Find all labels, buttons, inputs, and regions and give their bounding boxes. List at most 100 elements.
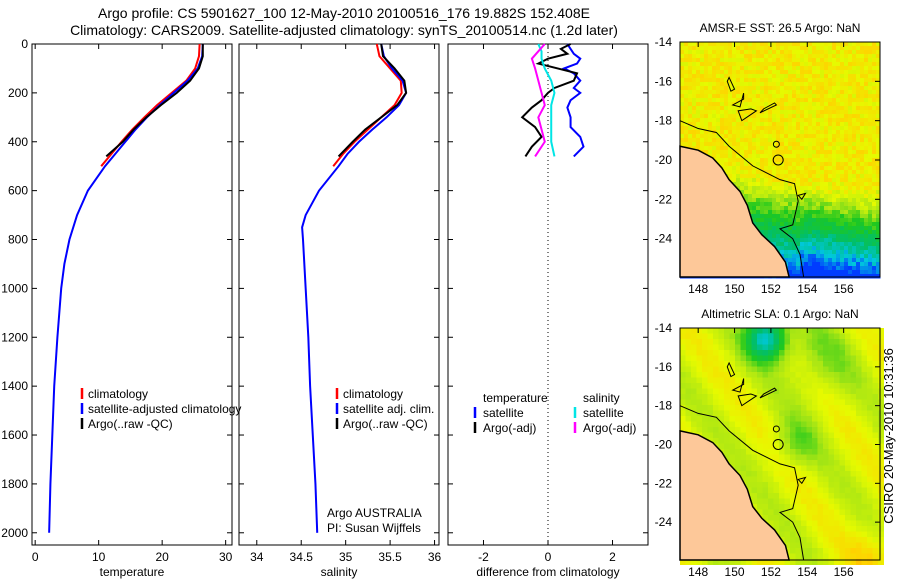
map-cell	[806, 531, 813, 538]
map-cell	[716, 114, 721, 119]
map-cell	[746, 471, 752, 477]
map-cell	[704, 46, 709, 51]
map-cell	[773, 355, 780, 362]
map-cell	[696, 366, 703, 373]
map-cell	[832, 130, 837, 135]
map-cell	[764, 122, 769, 127]
map-cell	[848, 190, 853, 195]
map-cell	[780, 234, 785, 239]
map-cell	[860, 206, 865, 211]
map-cell	[688, 86, 693, 91]
map-cell	[850, 383, 857, 389]
map-cell	[852, 158, 857, 163]
map-cell	[776, 78, 781, 83]
map-cell	[707, 339, 714, 345]
map-cell	[796, 178, 801, 183]
map-cell	[680, 98, 685, 103]
map-cell	[712, 110, 717, 115]
map-cell	[788, 166, 793, 171]
map-cell	[780, 62, 785, 67]
map-cell	[712, 62, 717, 67]
map-cell	[773, 454, 780, 461]
map-cell	[773, 493, 780, 499]
map-cell	[868, 194, 873, 199]
map-cell	[768, 154, 773, 159]
map-cell	[790, 427, 796, 433]
map-cell	[850, 498, 857, 505]
map-cell	[768, 86, 773, 91]
map-cell	[834, 498, 840, 505]
map-cell	[820, 238, 825, 243]
map-cell	[868, 130, 873, 135]
map-cell	[779, 504, 785, 510]
map-cell	[832, 146, 837, 151]
map-cell	[790, 438, 796, 444]
map-cell	[820, 194, 825, 199]
map-cell	[724, 134, 729, 139]
map-cell	[685, 344, 692, 351]
map-cell	[872, 482, 879, 488]
map-cell	[840, 242, 845, 247]
map-cell	[820, 166, 825, 171]
map-cell	[757, 465, 763, 472]
map-cell	[784, 94, 789, 99]
map-cell	[762, 355, 769, 362]
map-cell	[860, 174, 865, 179]
map-cell	[861, 493, 868, 499]
map-cell	[823, 339, 829, 345]
map-cell	[784, 476, 791, 483]
map-cell	[716, 134, 721, 139]
map-cell	[852, 166, 857, 171]
map-cell	[823, 383, 829, 389]
map-cell	[792, 270, 797, 275]
map-cell	[800, 226, 805, 231]
map-cell	[795, 361, 802, 367]
map-cell	[808, 162, 813, 167]
map-cell	[861, 421, 868, 428]
map-cell	[756, 146, 761, 151]
map-cell	[816, 150, 821, 155]
map-cell	[756, 150, 761, 155]
map-cell	[856, 339, 862, 345]
map-cell	[712, 90, 717, 95]
map-cell	[876, 246, 881, 251]
map-cell	[856, 74, 861, 79]
map-cell	[832, 198, 837, 203]
map-cell	[728, 174, 733, 179]
map-cell	[808, 86, 813, 91]
map-cell	[776, 126, 781, 131]
map-cell	[876, 262, 881, 267]
x-tick-label: 34	[250, 550, 264, 564]
map-cell	[713, 410, 719, 417]
map-cell	[718, 410, 725, 417]
map-cell	[820, 134, 825, 139]
map-cell	[707, 333, 714, 340]
map-cell	[779, 531, 785, 538]
panel-2: 34 34.5 35 35.5 36salinityclimatologysatelli…	[238, 43, 442, 579]
series-line-satellite	[561, 43, 585, 158]
map-cell	[740, 405, 747, 411]
map-cell	[780, 214, 785, 219]
map-cell	[864, 186, 869, 191]
map-cell	[795, 449, 802, 455]
map-cell	[864, 210, 869, 215]
map-cell	[702, 405, 708, 411]
map-cell	[844, 218, 849, 223]
map-cell	[707, 355, 714, 362]
map-cell	[832, 138, 837, 143]
map-cell	[688, 78, 693, 83]
x-tick-label: 36	[428, 550, 442, 564]
map-cell	[713, 383, 719, 389]
map-cell	[762, 476, 769, 483]
map-cell	[812, 498, 818, 505]
map-cell	[748, 178, 753, 183]
map-cell	[796, 46, 801, 51]
map-cell	[860, 178, 865, 183]
map-cell	[760, 122, 765, 127]
map-cell	[746, 460, 752, 466]
map-cell	[820, 158, 825, 163]
map-cell	[792, 142, 797, 147]
map-cell	[820, 106, 825, 111]
map-cell	[700, 58, 705, 63]
map-cell	[696, 90, 701, 95]
